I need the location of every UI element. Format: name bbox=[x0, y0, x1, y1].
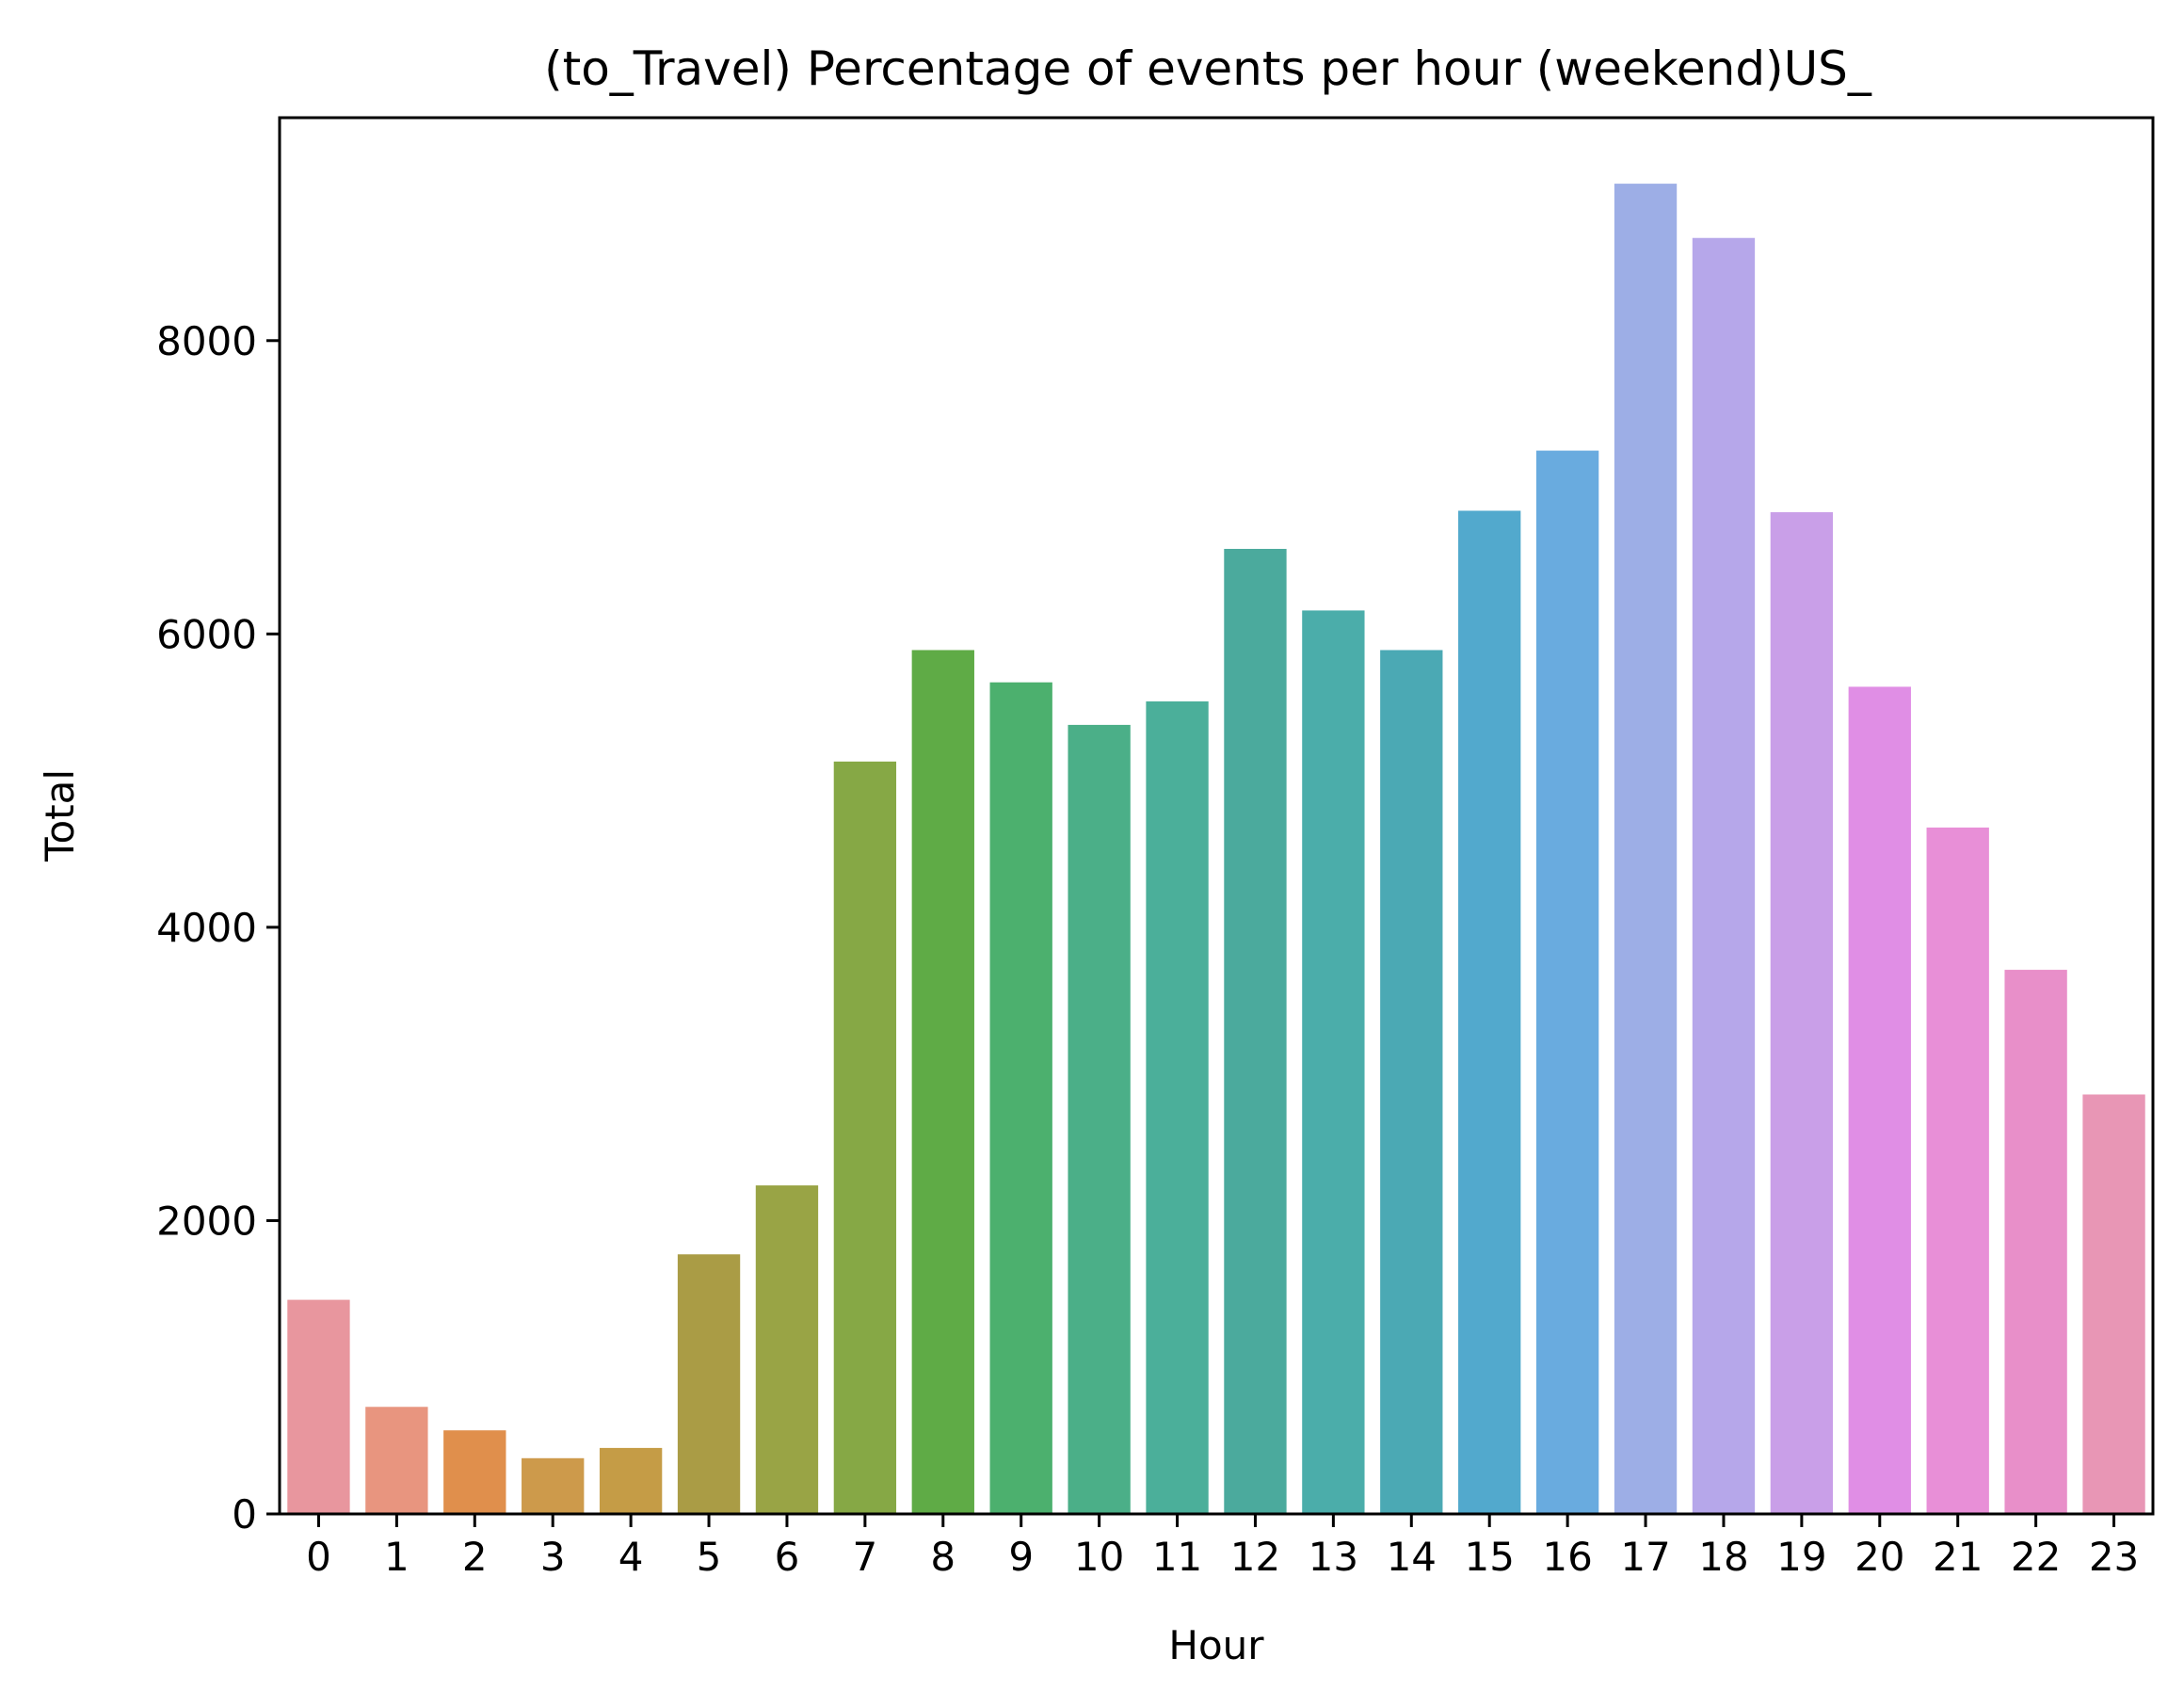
bar-hour-10 bbox=[1068, 724, 1131, 1514]
y-axis: 0 2000 4000 6000 8000 bbox=[156, 318, 280, 1537]
bar-hour-8 bbox=[911, 650, 974, 1514]
x-tick-label: 7 bbox=[853, 1534, 878, 1580]
x-tick-label: 8 bbox=[930, 1534, 956, 1580]
bars-group bbox=[287, 184, 2145, 1515]
x-tick-label: 11 bbox=[1152, 1534, 1202, 1580]
bar-hour-7 bbox=[833, 761, 897, 1514]
y-tick-label: 4000 bbox=[156, 905, 257, 951]
bar-hour-14 bbox=[1380, 650, 1443, 1514]
x-tick-label: 1 bbox=[384, 1534, 410, 1580]
x-tick-label: 5 bbox=[697, 1534, 722, 1580]
bar-hour-2 bbox=[443, 1430, 506, 1514]
y-tick-label: 8000 bbox=[156, 318, 257, 364]
bar-hour-21 bbox=[1926, 827, 1989, 1514]
x-tick-label: 19 bbox=[1776, 1534, 1826, 1580]
chart-title: (to_Travel) Percentage of events per hou… bbox=[544, 41, 1872, 96]
bar-hour-1 bbox=[365, 1407, 428, 1514]
y-tick-label: 6000 bbox=[156, 611, 257, 657]
x-tick-label: 10 bbox=[1074, 1534, 1124, 1580]
x-tick-label: 13 bbox=[1309, 1534, 1358, 1580]
bar-hour-16 bbox=[1535, 450, 1599, 1514]
x-axis-label: Hour bbox=[1168, 1622, 1264, 1668]
x-tick-label: 21 bbox=[1933, 1534, 1983, 1580]
bar-hour-23 bbox=[2082, 1094, 2145, 1514]
bar-hour-5 bbox=[677, 1254, 741, 1514]
x-tick-label: 0 bbox=[306, 1534, 331, 1580]
bar-hour-6 bbox=[755, 1185, 819, 1514]
bar-hour-0 bbox=[287, 1299, 350, 1514]
x-tick-label: 3 bbox=[540, 1534, 566, 1580]
bar-hour-17 bbox=[1614, 184, 1678, 1515]
x-tick-label: 14 bbox=[1387, 1534, 1437, 1580]
x-tick-label: 2 bbox=[462, 1534, 488, 1580]
x-tick-label: 17 bbox=[1620, 1534, 1670, 1580]
x-tick-label: 4 bbox=[618, 1534, 644, 1580]
bar-hour-22 bbox=[2004, 970, 2067, 1514]
x-tick-label: 12 bbox=[1230, 1534, 1280, 1580]
bar-hour-9 bbox=[989, 682, 1052, 1514]
bar-hour-4 bbox=[599, 1447, 663, 1514]
y-tick-label: 0 bbox=[232, 1491, 257, 1537]
y-tick-label: 2000 bbox=[156, 1198, 257, 1244]
y-axis-label: Total bbox=[37, 769, 83, 862]
bar-hour-20 bbox=[1848, 686, 1911, 1514]
bar-hour-15 bbox=[1458, 510, 1521, 1514]
bar-hour-19 bbox=[1770, 512, 1834, 1514]
x-axis: 0 1 2 3 4 5 6 7 8 9 10 11 12 13 14 15 16 17 18 19 20 21 22 23 bbox=[306, 1514, 2139, 1580]
x-tick-label: 15 bbox=[1464, 1534, 1514, 1580]
x-tick-label: 23 bbox=[2089, 1534, 2139, 1580]
bar-hour-11 bbox=[1146, 700, 1209, 1514]
bar-hour-18 bbox=[1692, 237, 1756, 1515]
x-tick-label: 20 bbox=[1855, 1534, 1904, 1580]
x-tick-label: 22 bbox=[2011, 1534, 2061, 1580]
bar-hour-3 bbox=[522, 1457, 585, 1514]
x-tick-label: 9 bbox=[1008, 1534, 1034, 1580]
bar-hour-12 bbox=[1224, 548, 1287, 1514]
bar-hour-13 bbox=[1302, 610, 1365, 1514]
x-tick-label: 16 bbox=[1542, 1534, 1592, 1580]
plot-frame bbox=[278, 116, 2155, 1516]
x-tick-label: 6 bbox=[775, 1534, 800, 1580]
x-tick-label: 18 bbox=[1698, 1534, 1748, 1580]
